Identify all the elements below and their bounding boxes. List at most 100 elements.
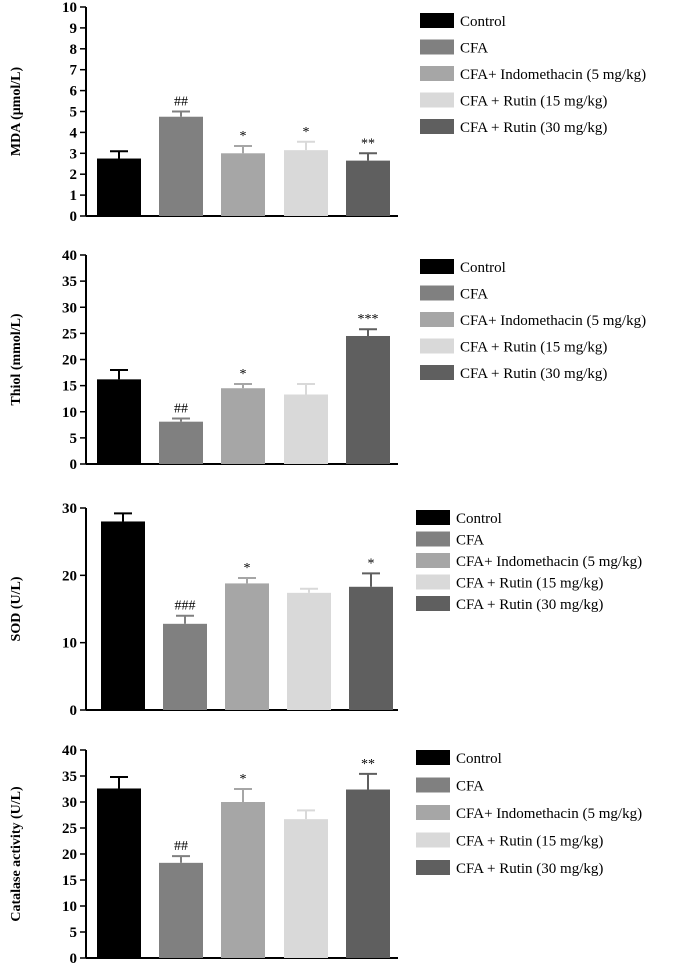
- significance-label: ##: [174, 402, 188, 417]
- chart-panel-3: 0 10 20 30 SOD (U/L) ### * * Control CFA CFA+ Indo…: [9, 501, 642, 719]
- bar-4: [284, 394, 328, 464]
- y-tick-label: 0: [70, 703, 78, 719]
- y-tick-label: 7: [70, 63, 78, 79]
- legend-swatch: [420, 312, 454, 327]
- legend-swatch: [416, 510, 450, 525]
- legend-swatch: [416, 531, 450, 547]
- bar-1: [97, 158, 141, 216]
- bar-3: [225, 583, 269, 710]
- bar-3: [221, 388, 265, 464]
- y-tick-label: 2: [70, 167, 78, 183]
- chart-panel-4: 0 5 10 15 20 25 30 35 40 Catalase activity (U/L) #…: [9, 743, 642, 967]
- y-tick-label: 3: [70, 146, 78, 162]
- significance-label: *: [240, 772, 247, 787]
- bar-4: [284, 150, 328, 216]
- legend-swatch: [420, 285, 454, 301]
- y-tick-label: 15: [62, 873, 77, 889]
- legend-swatch: [420, 13, 454, 28]
- y-tick-label: 5: [70, 925, 78, 941]
- bar-3: [221, 153, 265, 216]
- legend-label: Control: [456, 511, 502, 527]
- significance-label: *: [368, 556, 375, 571]
- legend-label: CFA: [460, 41, 488, 57]
- y-tick-label: 0: [70, 951, 78, 967]
- y-axis-title: Catalase activity (U/L): [9, 786, 24, 922]
- y-tick-label: 20: [62, 847, 77, 863]
- y-tick-label: 5: [70, 105, 78, 121]
- legend-label: CFA + Rutin (15 mg/kg): [460, 340, 607, 356]
- legend-label: CFA + Rutin (15 mg/kg): [460, 94, 607, 110]
- bar-1: [101, 521, 145, 710]
- bar-5: [346, 160, 390, 216]
- legend-label: CFA+ Indomethacin (5 mg/kg): [456, 554, 642, 570]
- significance-label: **: [361, 757, 375, 772]
- y-tick-label: 0: [70, 457, 78, 473]
- significance-label: ***: [358, 312, 379, 327]
- bar-2: [159, 862, 203, 958]
- y-tick-label: 8: [70, 42, 78, 58]
- bar-2: [159, 421, 203, 464]
- y-tick-label: 20: [62, 353, 77, 369]
- legend-label: CFA+ Indomethacin (5 mg/kg): [460, 313, 646, 329]
- legend-label: CFA + Rutin (15 mg/kg): [456, 576, 603, 592]
- y-tick-label: 15: [62, 379, 77, 395]
- significance-label: *: [240, 129, 247, 144]
- legend-label: CFA + Rutin (30 mg/kg): [460, 366, 607, 382]
- bar-2: [159, 116, 203, 216]
- y-tick-label: 10: [62, 405, 77, 421]
- y-axis-title: SOD (U/L): [9, 576, 24, 641]
- bar-4: [284, 819, 328, 958]
- legend-swatch: [420, 66, 454, 81]
- legend-label: Control: [460, 260, 506, 276]
- legend-label: CFA + Rutin (30 mg/kg): [456, 597, 603, 613]
- y-tick-label: 5: [70, 431, 78, 447]
- y-tick-label: 30: [62, 501, 77, 517]
- legend-label: CFA + Rutin (15 mg/kg): [456, 834, 603, 850]
- y-tick-label: 20: [62, 568, 77, 584]
- legend-swatch: [420, 119, 454, 134]
- legend-swatch: [416, 805, 450, 820]
- legend-label: CFA + Rutin (30 mg/kg): [456, 861, 603, 877]
- y-tick-label: 35: [62, 274, 77, 290]
- legend-label: CFA + Rutin (30 mg/kg): [460, 120, 607, 136]
- y-tick-label: 4: [70, 125, 78, 141]
- significance-label: **: [361, 136, 375, 151]
- y-tick-label: 0: [70, 209, 78, 225]
- y-tick-label: 40: [62, 248, 77, 264]
- bar-1: [97, 788, 141, 958]
- y-tick-label: 10: [62, 636, 77, 652]
- significance-label: *: [240, 367, 247, 382]
- legend-label: Control: [460, 14, 506, 30]
- legend-swatch: [416, 750, 450, 765]
- legend-label: CFA: [456, 779, 484, 795]
- y-tick-label: 10: [62, 899, 77, 915]
- y-tick-label: 10: [62, 0, 77, 16]
- legend-label: CFA+ Indomethacin (5 mg/kg): [460, 67, 646, 83]
- legend-label: CFA: [460, 287, 488, 303]
- y-tick-label: 6: [70, 84, 78, 100]
- y-tick-label: 35: [62, 769, 77, 785]
- y-tick-label: 25: [62, 326, 77, 342]
- y-tick-label: 9: [70, 21, 78, 37]
- legend-label: Control: [456, 751, 502, 767]
- y-axis-title: MDA (μmol/L): [9, 67, 24, 157]
- significance-label: ###: [175, 599, 196, 614]
- bar-5: [349, 586, 393, 710]
- bar-3: [221, 802, 265, 958]
- significance-label: *: [244, 561, 251, 576]
- legend-swatch: [416, 777, 450, 793]
- bar-5: [346, 335, 390, 464]
- significance-label: *: [303, 125, 310, 140]
- legend-label: CFA: [456, 533, 484, 549]
- legend-swatch: [420, 92, 454, 108]
- legend-label: CFA+ Indomethacin (5 mg/kg): [456, 806, 642, 822]
- legend-swatch: [416, 832, 450, 848]
- y-tick-label: 30: [62, 300, 77, 316]
- legend-swatch: [416, 860, 450, 875]
- bar-2: [163, 623, 207, 710]
- bar-1: [97, 379, 141, 464]
- significance-label: ##: [174, 839, 188, 854]
